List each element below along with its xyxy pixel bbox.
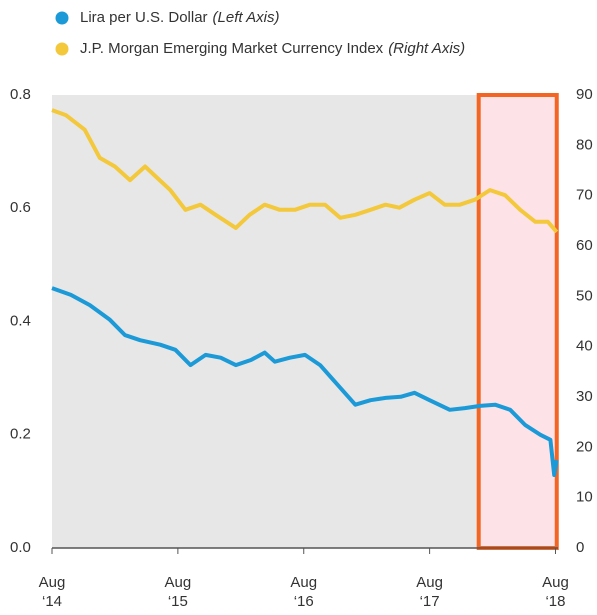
y2-tick-label: 10 [576, 489, 593, 506]
legend-name: Lira per U.S. Dollar [80, 9, 208, 26]
x-tick-label: ‘15 [168, 593, 188, 610]
y2-tick-label: 50 [576, 287, 593, 304]
highlight-region [476, 93, 559, 550]
x-tick-label: ‘18 [545, 593, 565, 610]
legend-name: J.P. Morgan Emerging Market Currency Ind… [80, 40, 384, 57]
x-tick-label: Aug [39, 574, 66, 591]
y2-tick-label: 90 [576, 86, 593, 103]
legend-marker [55, 11, 69, 25]
y2-tick-label: 80 [576, 136, 593, 153]
y2-tick-label: 60 [576, 237, 593, 254]
x-tick-label: Aug [416, 574, 443, 591]
y2-tick-label: 20 [576, 438, 593, 455]
series-line [51, 286, 559, 477]
y2-tick-label: 40 [576, 338, 593, 355]
x-tick-label: Aug [290, 574, 317, 591]
plot-background [52, 95, 558, 548]
y2-tick-label: 30 [576, 388, 593, 405]
x-tick-label: ‘16 [294, 593, 314, 610]
y2-tick-label: 70 [576, 187, 593, 204]
y-tick-label: 0.6 [10, 199, 31, 216]
x-tick-label: Aug [542, 574, 569, 591]
legend-marker [55, 42, 69, 56]
y2-tick-label: 0 [576, 539, 584, 556]
legend-axis-note: (Right Axis) [388, 40, 465, 57]
y-tick-label: 0.8 [10, 86, 31, 103]
x-tick-label: ‘17 [420, 593, 440, 610]
x-tick-label: Aug [165, 574, 192, 591]
y-tick-label: 0.0 [10, 539, 31, 556]
legend-axis-note: (Left Axis) [213, 9, 280, 26]
legend-label: J.P. Morgan Emerging Market Currency Ind… [80, 40, 465, 57]
x-tick-label: ‘14 [42, 593, 62, 610]
series-line [51, 108, 559, 234]
legend-label: Lira per U.S. Dollar (Left Axis) [80, 9, 280, 26]
y-tick-label: 0.2 [10, 426, 31, 443]
y-tick-label: 0.4 [10, 312, 31, 329]
